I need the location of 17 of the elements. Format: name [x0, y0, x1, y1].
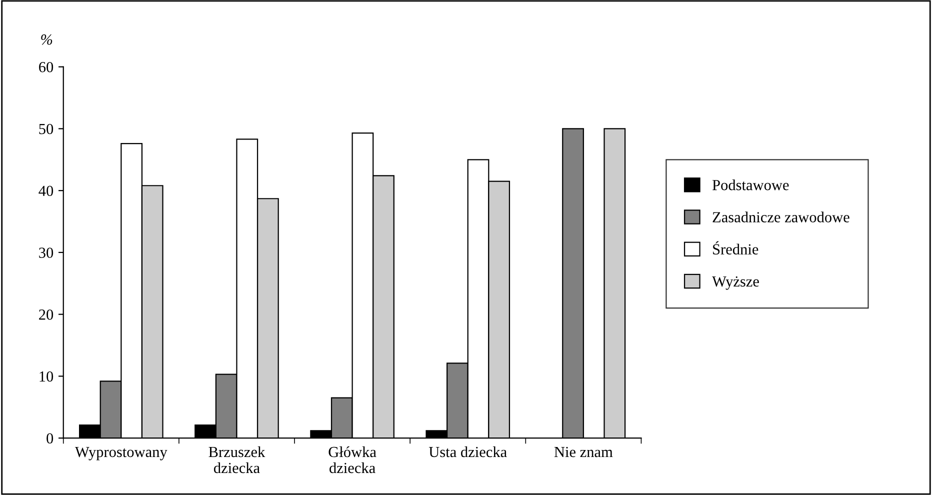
y-tick-label: 50 — [39, 124, 54, 134]
legend-label: Średnie — [713, 241, 758, 254]
x-tick-label: Nie znam — [554, 446, 613, 458]
y-tick-label: 40 — [38, 186, 54, 196]
y-tick-label: 20 — [39, 309, 54, 320]
x-tick-label: Usta dziecka — [428, 446, 507, 458]
y-tick-label: 0 — [46, 433, 54, 444]
y-tick-label: 30 — [39, 248, 54, 258]
legend-label: Zasadnicze zawodowe — [712, 212, 850, 222]
y-axis-title: % — [41, 34, 52, 45]
x-tick-label: Wyprostowany — [74, 446, 168, 460]
x-tick-label: Główka dziecka — [328, 446, 376, 474]
legend-label: Podstawowe — [712, 179, 789, 190]
y-tick-label: 10 — [40, 371, 54, 382]
x-tick-label: Brzuszek dziecka — [208, 446, 266, 474]
y-tick-label: 60 — [39, 62, 54, 72]
legend-label: Wyższe — [712, 276, 759, 290]
